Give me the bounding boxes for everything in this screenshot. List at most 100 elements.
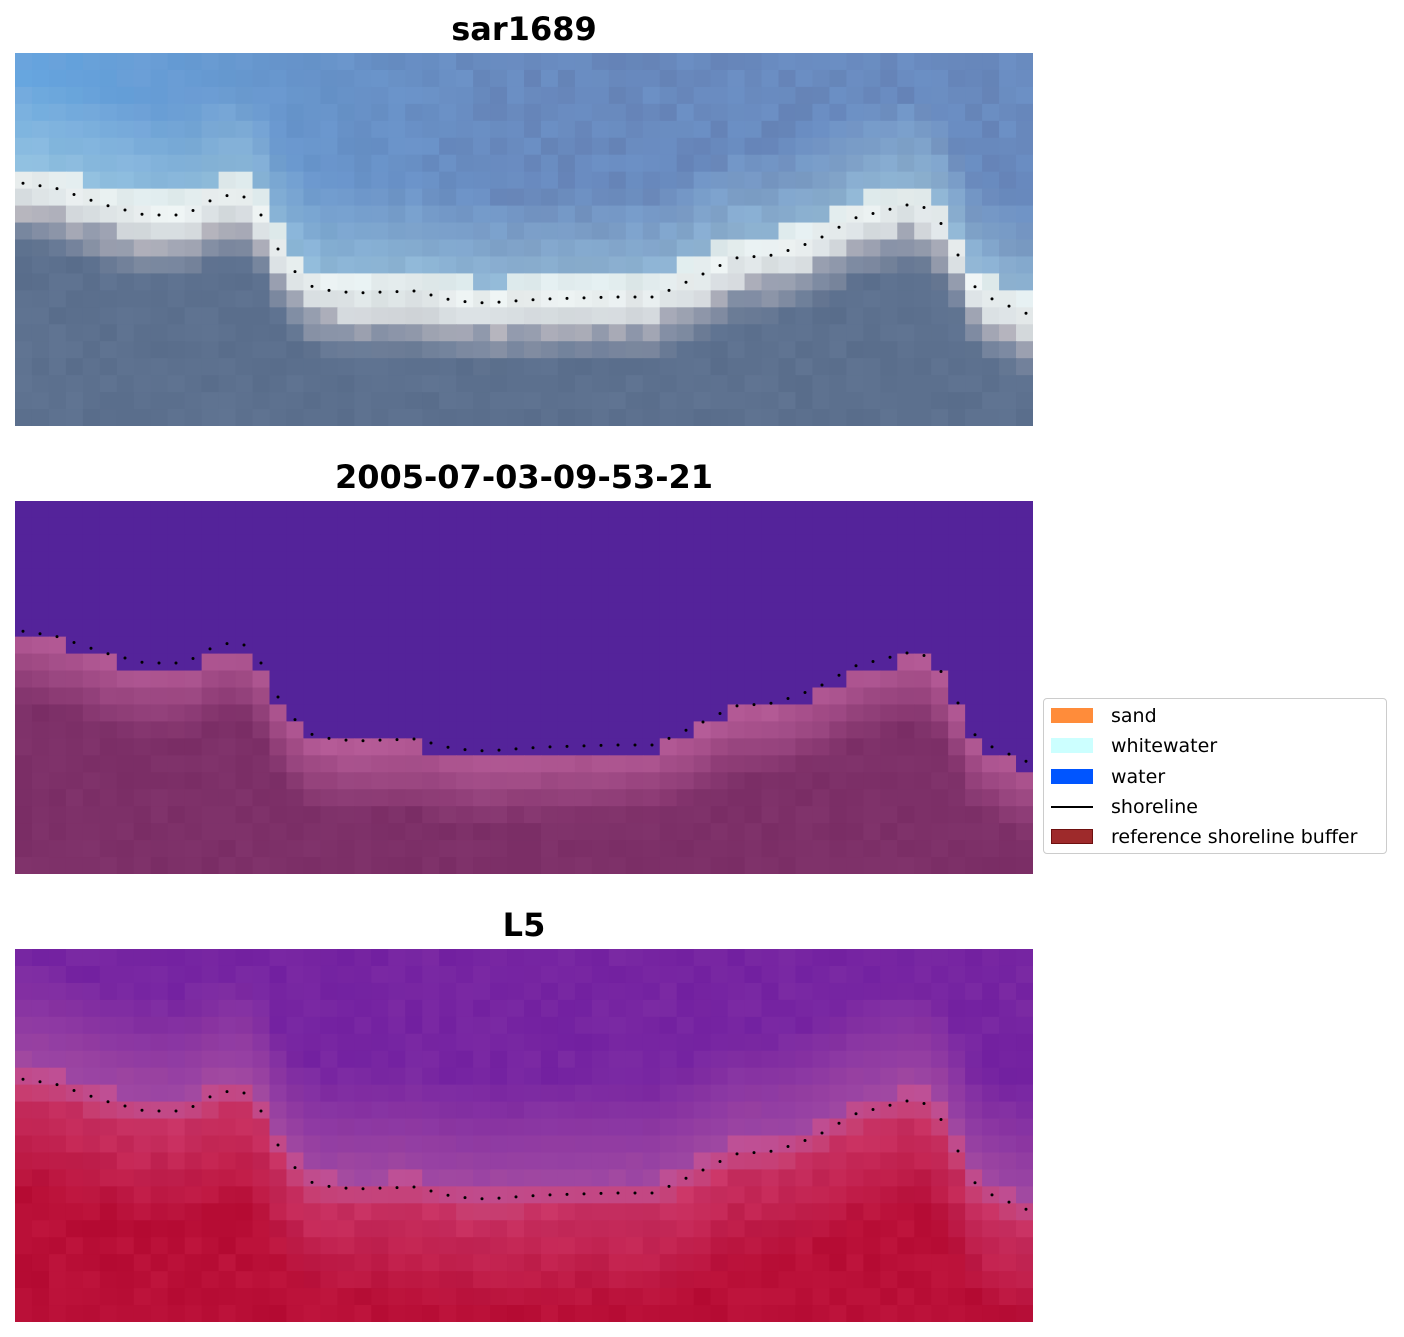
pixel-cell bbox=[167, 137, 186, 156]
pixel-cell bbox=[676, 324, 695, 342]
pixel-cell bbox=[99, 602, 118, 621]
pixel-cell bbox=[1016, 1016, 1033, 1035]
pixel-cell bbox=[829, 392, 847, 410]
pixel-cell bbox=[914, 1016, 932, 1035]
pixel-cell bbox=[456, 738, 474, 756]
pixel-cell bbox=[710, 358, 729, 376]
pixel-cell bbox=[1016, 1237, 1033, 1255]
pixel-cell bbox=[82, 585, 101, 604]
pixel-cell bbox=[303, 806, 321, 824]
pixel-cell bbox=[625, 1118, 644, 1137]
pixel-cell bbox=[778, 619, 797, 638]
pixel-cell bbox=[591, 1050, 610, 1069]
pixel-cell bbox=[65, 501, 84, 519]
pixel-cell bbox=[201, 1220, 220, 1238]
pixel-cell bbox=[880, 721, 898, 739]
pixel-cell bbox=[761, 1254, 780, 1272]
pixel-cell bbox=[303, 1305, 321, 1322]
pixel-cell bbox=[422, 171, 440, 190]
pixel-cell bbox=[82, 1050, 101, 1069]
pixel-cell bbox=[269, 1220, 288, 1238]
pixel-cell bbox=[727, 534, 746, 553]
pixel-cell bbox=[524, 823, 542, 841]
pixel-cell bbox=[761, 1288, 780, 1306]
pixel-cell bbox=[1016, 653, 1033, 672]
pixel-cell bbox=[99, 585, 118, 604]
pixel-cell bbox=[999, 704, 1017, 723]
pixel-cell bbox=[48, 517, 67, 536]
pixel-cell bbox=[1016, 772, 1033, 790]
pixel-cell bbox=[218, 256, 237, 275]
pixel-cell bbox=[744, 823, 763, 841]
pixel-cell bbox=[133, 687, 152, 706]
pixel-cell bbox=[761, 239, 780, 258]
pixel-cell bbox=[812, 1186, 830, 1204]
pixel-cell bbox=[354, 585, 372, 604]
pixel-cell bbox=[574, 1118, 593, 1137]
pixel-cell bbox=[65, 205, 84, 224]
pixel-cell bbox=[948, 358, 966, 376]
pixel-cell bbox=[133, 1220, 152, 1238]
pixel-cell bbox=[524, 857, 542, 874]
pixel-cell bbox=[778, 1016, 797, 1035]
pixel-cell bbox=[82, 1220, 101, 1238]
pixel-cell bbox=[354, 103, 372, 122]
pixel-cell bbox=[201, 755, 220, 773]
pixel-cell bbox=[388, 636, 406, 655]
pixel-cell bbox=[540, 1084, 559, 1103]
pixel-cell bbox=[167, 392, 186, 410]
pixel-cell bbox=[540, 1101, 559, 1120]
pixel-cell bbox=[337, 1237, 355, 1255]
pixel-cell bbox=[744, 1016, 763, 1035]
pixel-cell bbox=[948, 1152, 966, 1171]
pixel-cell bbox=[507, 290, 525, 308]
pixel-cell bbox=[320, 1135, 338, 1154]
pixel-cell bbox=[1016, 1067, 1033, 1086]
pixel-cell bbox=[829, 670, 847, 689]
pixel-cell bbox=[863, 120, 881, 139]
pixel-cell bbox=[184, 53, 203, 71]
shoreline-dot bbox=[225, 194, 229, 198]
pixel-cell bbox=[846, 1050, 864, 1069]
pixel-cell bbox=[65, 1305, 84, 1322]
pixel-cell bbox=[540, 307, 559, 325]
pixel-cell bbox=[252, 103, 271, 122]
pixel-cell bbox=[116, 1135, 135, 1154]
pixel-cell bbox=[439, 1016, 457, 1035]
pixel-cell bbox=[65, 1033, 84, 1052]
pixel-cell bbox=[761, 188, 780, 207]
pixel-cell bbox=[982, 965, 1000, 984]
shoreline-dot bbox=[361, 1187, 365, 1191]
pixel-cell bbox=[727, 1186, 746, 1204]
pixel-cell bbox=[235, 1101, 254, 1120]
pixel-cell bbox=[82, 188, 101, 207]
pixel-cell bbox=[880, 409, 898, 426]
pixel-cell bbox=[252, 636, 271, 655]
pixel-cell bbox=[863, 789, 881, 807]
pixel-cell bbox=[727, 823, 746, 841]
pixel-cell bbox=[473, 273, 491, 291]
pixel-cell bbox=[829, 120, 847, 139]
pixel-cell bbox=[388, 806, 406, 824]
pixel-cell bbox=[914, 738, 932, 756]
pixel-cell bbox=[744, 772, 763, 790]
pixel-cell bbox=[99, 120, 118, 139]
pixel-cell bbox=[269, 1203, 288, 1221]
pixel-cell bbox=[286, 120, 305, 139]
pixel-cell bbox=[931, 1152, 949, 1171]
shoreline-dot bbox=[582, 744, 586, 748]
pixel-cell bbox=[761, 534, 780, 553]
pixel-cell bbox=[456, 1135, 474, 1154]
pixel-cell bbox=[82, 1186, 101, 1204]
legend-label-shoreline: shoreline bbox=[1111, 796, 1198, 818]
pixel-cell bbox=[48, 1220, 67, 1238]
pixel-cell bbox=[1016, 307, 1033, 325]
pixel-cell bbox=[965, 789, 983, 807]
pixel-cell bbox=[557, 721, 576, 739]
pixel-cell bbox=[473, 1288, 491, 1306]
pixel-cell bbox=[82, 551, 101, 570]
pixel-cell bbox=[1016, 687, 1033, 706]
pixel-cell bbox=[82, 670, 101, 689]
pixel-cell bbox=[710, 721, 729, 739]
pixel-cell bbox=[778, 1084, 797, 1103]
